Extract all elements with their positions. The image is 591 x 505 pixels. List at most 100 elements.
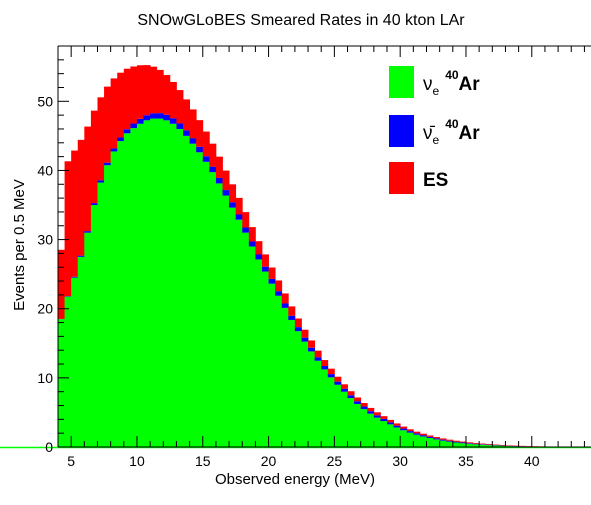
bar-series-2 [255,241,262,254]
bar-series-1 [440,440,447,441]
bar-series-2 [91,111,98,203]
bar-series-0 [440,441,447,447]
bar-series-0 [78,257,85,447]
histogram-bars [0,65,591,447]
bar-series-2 [295,318,302,327]
bar-series-0 [58,319,65,447]
bar-series-2 [176,90,183,123]
bar-series-0 [176,129,183,447]
x-tick-label: 30 [392,453,408,469]
bar-series-1 [163,115,170,121]
bar-series-1 [255,254,262,259]
bar-series-1 [209,167,216,173]
chart-title: SNOwGLoBES Smeared Rates in 40 kton LAr [137,12,465,29]
bar-series-2 [262,254,269,266]
bar-series-0 [308,351,315,447]
bar-series-0 [400,430,407,447]
bar-series-2 [71,151,78,277]
bar-series-2 [269,268,276,279]
bar-series-1 [196,147,203,153]
bar-series-1 [84,231,91,233]
bar-series-2 [117,73,124,138]
bar-series-2 [163,75,170,115]
bar-series-2 [446,440,453,441]
bar-series-0 [104,165,111,447]
bar-series-1 [236,214,243,219]
bar-series-2 [275,280,282,291]
bar-series-1 [308,348,315,352]
bar-series-0 [196,152,203,447]
bar-series-1 [183,130,190,136]
bar-series-1 [150,113,157,118]
bar-series-1 [130,124,137,129]
bar-series-0 [459,443,466,447]
bar-series-0 [183,136,190,447]
bar-series-1 [407,431,414,433]
bar-series-2 [301,330,308,338]
x-tick-label: 25 [327,453,343,469]
bar-series-1 [91,203,98,205]
bar-series-0 [420,436,427,447]
x-tick-label: 15 [195,453,211,469]
bar-series-0 [380,421,387,447]
bar-series-1 [380,419,387,421]
bar-series-1 [433,438,440,439]
bar-series-2 [196,120,203,147]
bar-series-1 [400,429,407,431]
bar-series-2 [479,444,486,445]
bar-series-1 [315,357,322,361]
bar-series-0 [446,442,453,447]
x-tick-label: 20 [261,453,277,469]
bar-series-0 [321,369,328,447]
y-tick-label: 0 [45,439,53,455]
bar-series-2 [130,66,137,123]
bar-series-0 [426,438,433,447]
bar-series-2 [354,397,361,401]
bar-series-1 [176,123,183,129]
bar-series-1 [479,444,486,445]
bar-series-2 [78,140,85,256]
bar-series-1 [367,411,374,413]
bar-series-2 [413,432,420,434]
bar-series-1 [124,129,131,133]
bar-series-2 [374,412,381,415]
bar-series-1 [374,415,381,417]
bar-series-1 [446,441,453,442]
bar-series-0 [203,162,210,447]
bar-series-0 [453,443,460,447]
bar-series-1 [223,190,230,195]
bar-series-2 [486,444,493,445]
bar-series-1 [229,202,236,207]
bar-series-1 [394,426,401,428]
bar-series-0 [295,331,302,447]
bar-series-0 [433,439,440,447]
bar-series-2 [400,427,407,429]
bar-series-1 [190,138,197,144]
bar-series-0 [361,409,368,447]
bar-series-1 [341,389,348,392]
bar-series-0 [301,342,308,447]
bar-series-2 [459,442,466,443]
bar-series-1 [104,163,111,166]
x-axis-label: Observed energy (MeV) [215,471,375,488]
bar-series-0 [288,320,295,447]
bar-series-0 [242,233,249,447]
bar-series-1 [262,267,269,272]
bar-series-0 [413,435,420,447]
bar-series-0 [91,205,98,447]
bar-series-2 [144,65,151,115]
bar-series-1 [301,338,308,342]
bar-series-2 [137,65,144,119]
y-tick-label: 40 [37,162,53,178]
bar-series-2 [367,408,374,411]
legend-label-2: ES [423,170,448,191]
bar-series-1 [459,442,466,443]
bar-series-2 [466,442,473,443]
bar-series-0 [170,124,177,447]
bar-series-0 [328,377,335,447]
bar-series-0 [341,392,348,447]
bar-series-2 [229,184,236,202]
bar-series-1 [328,374,335,377]
bar-series-1 [144,115,151,120]
